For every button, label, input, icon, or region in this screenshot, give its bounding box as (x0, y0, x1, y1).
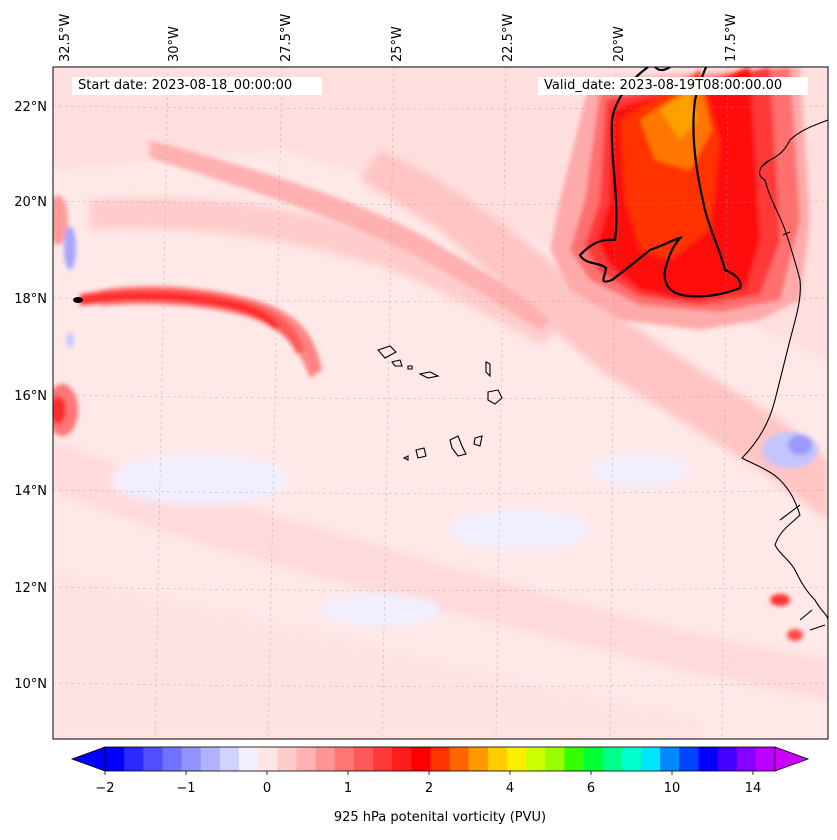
lat-label: 18°N (14, 292, 47, 307)
colorbar-swatch (258, 747, 278, 771)
lat-label: 16°N (14, 389, 47, 404)
longitude-labels: 32.5°W 30°W 27.5°W 25°W 22.5°W 20°W 17.5… (58, 14, 739, 62)
colorbar-swatch (487, 747, 508, 771)
pv-contours (578, 67, 742, 298)
colorbar-swatch (373, 747, 393, 771)
lat-label: 12°N (14, 581, 47, 596)
colorbar-tick-label: 4 (506, 781, 514, 796)
colorbar-tick-label: 14 (745, 781, 762, 796)
colorbar-swatch (583, 747, 604, 771)
colorbar-swatch (679, 747, 699, 771)
lat-label: 20°N (14, 195, 47, 210)
colorbar-ticks (104, 771, 754, 775)
lon-label: 22.5°W (501, 14, 516, 62)
colorbar-swatch (545, 747, 565, 771)
colorbar-swatch (736, 747, 757, 771)
colorbar-extend-high (775, 747, 808, 771)
colorbar-swatch (315, 747, 336, 771)
pv-field (53, 67, 828, 739)
lon-label: 32.5°W (58, 14, 73, 62)
lon-label: 27.5°W (279, 14, 294, 62)
colorbar-swatch (468, 747, 489, 771)
colorbar-swatch (602, 747, 623, 771)
colorbar-outline (104, 746, 776, 772)
start-date-label: Start date: 2023-08-18_00:00:00 (72, 77, 322, 95)
colorbar-swatch (124, 747, 144, 771)
colorbar-tick-label: 6 (587, 781, 595, 796)
colorbar-swatch (277, 747, 297, 771)
lat-label: 14°N (14, 484, 47, 499)
colorbar-tick-label: −2 (95, 781, 114, 796)
gridlines (53, 67, 828, 739)
colorbar-tick-label: 1 (344, 781, 352, 796)
colorbar: −2 −1 0 1 2 4 6 10 14 925 hPa potenital … (70, 746, 810, 825)
lon-label: 20°W (612, 26, 627, 62)
coastline (377, 119, 828, 631)
colorbar-swatch (564, 747, 585, 771)
latitude-labels: 22°N 20°N 18°N 16°N 14°N 12°N 10°N (14, 100, 47, 692)
colorbar-swatch (755, 747, 776, 771)
colorbar-swatch (200, 747, 221, 771)
lon-label: 25°W (390, 26, 405, 62)
colorbar-swatch (392, 747, 412, 771)
lon-label: 17.5°W (724, 14, 739, 62)
colorbar-swatch (181, 747, 202, 771)
lon-label: 30°W (167, 26, 182, 62)
colorbar-swatch (239, 747, 259, 771)
colorbar-tick-label: −1 (176, 781, 195, 796)
colorbar-swatch (717, 747, 738, 771)
colorbar-swatch (526, 747, 546, 771)
colorbar-swatch (296, 747, 317, 771)
colorbar-swatch (334, 747, 355, 771)
colorbar-swatch (143, 747, 163, 771)
colorbar-swatch (353, 747, 374, 771)
colorbar-label: 925 hPa potenital vorticity (PVU) (334, 810, 546, 825)
colorbar-swatch (660, 747, 680, 771)
valid-date-label: Valid_date: 2023-08-19T08:00:00.00 (538, 77, 808, 95)
lat-label: 22°N (14, 100, 47, 115)
colorbar-tick-label: 0 (263, 781, 271, 796)
colorbar-extend-low (72, 747, 105, 771)
colorbar-swatch (449, 747, 470, 771)
colorbar-swatch (411, 747, 431, 771)
colorbar-swatches (105, 747, 776, 771)
colorbar-tick-label: 10 (664, 781, 681, 796)
colorbar-swatch (430, 747, 451, 771)
colorbar-swatch (621, 747, 642, 771)
map-frame (52, 66, 829, 740)
colorbar-swatch (219, 747, 240, 771)
colorbar-swatch (507, 747, 527, 771)
colorbar-swatch (105, 747, 125, 771)
colorbar-swatch (162, 747, 183, 771)
colorbar-swatch (698, 747, 719, 771)
lat-label: 10°N (14, 677, 47, 692)
colorbar-tick-label: 2 (425, 781, 433, 796)
colorbar-swatch (641, 747, 661, 771)
